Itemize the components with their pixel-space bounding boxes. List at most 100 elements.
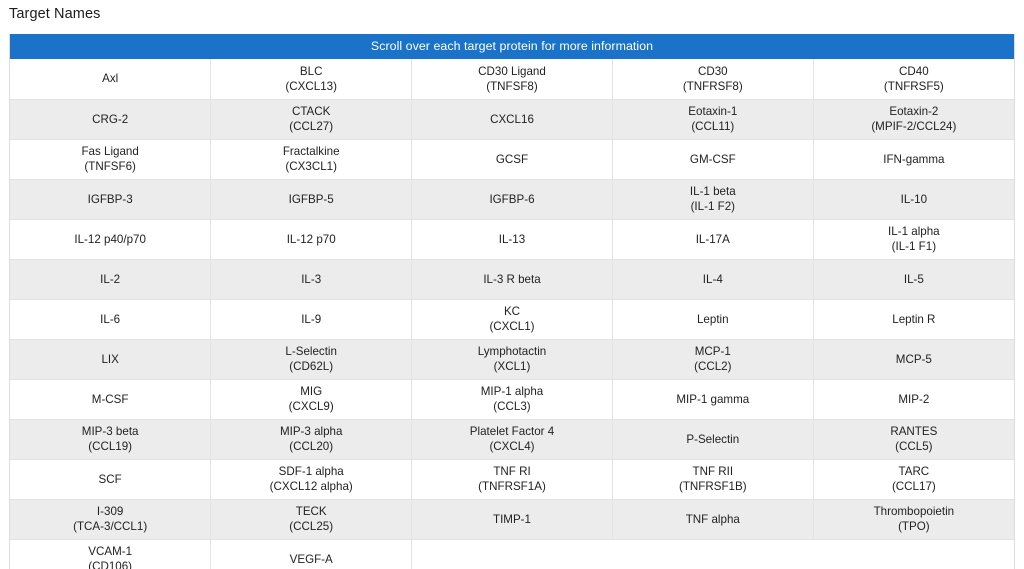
target-cell[interactable]: CD30 (TNFRSF8) [611, 59, 814, 100]
target-cell[interactable]: CXCL16 [411, 98, 613, 140]
target-protein-name: BLC [299, 64, 323, 78]
target-cell[interactable]: MIP-3 beta (CCL19) [10, 418, 212, 460]
target-cell[interactable]: MIP-1 alpha (CCL3) [411, 378, 613, 420]
target-cell[interactable]: Lymphotactin (XCL1) [411, 338, 613, 380]
target-protein-name: CD30 [697, 64, 728, 78]
target-cell[interactable]: MIP-3 alpha (CCL20) [210, 418, 413, 460]
target-protein-name: IL-5 [903, 272, 924, 286]
target-protein-alias: (TNFSF6) [84, 160, 136, 173]
target-cell[interactable]: Fractalkine (CX3CL1) [210, 138, 413, 180]
table-row: M-CSF MIG (CXCL9) MIP-1 alpha (CCL3) MIP-1 ga… [10, 378, 1014, 420]
target-protein-alias: (TNFRSF1A) [478, 480, 546, 493]
target-cell[interactable]: Platelet Factor 4 (CXCL4) [411, 418, 613, 460]
target-protein-alias: (CCL5) [895, 440, 933, 453]
target-cell[interactable]: IL-9 [210, 298, 413, 340]
target-protein-name: TNF RII [692, 465, 734, 478]
target-cell[interactable]: CD30 Ligand (TNFSF8) [411, 59, 613, 100]
target-cell[interactable]: L-Selectin (CD62L) [210, 338, 413, 380]
target-protein-name: IGFBP-6 [489, 192, 535, 206]
target-cell[interactable]: IFN-gamma [812, 138, 1014, 180]
target-cell[interactable]: IL-13 [411, 218, 613, 260]
target-protein-alias: (TNFRSF8) [682, 79, 743, 93]
target-cell[interactable]: Fas Ligand (TNFSF6) [10, 138, 212, 180]
target-cell[interactable]: Leptin R [812, 298, 1014, 340]
target-cell[interactable]: IL-1 beta (IL-1 F2) [611, 178, 814, 220]
target-cell[interactable]: SDF-1 alpha (CXCL12 alpha) [210, 458, 413, 500]
target-cell[interactable]: TNF RI (TNFRSF1A) [411, 458, 613, 500]
target-cell[interactable]: MIG (CXCL9) [210, 378, 413, 420]
target-protein-alias: (CCL20) [289, 440, 334, 453]
target-protein-name: IL-13 [498, 232, 526, 246]
table-row: CRG-2 CTACK (CCL27) CXCL16 Eotaxin-1 (CCL11) E… [10, 98, 1014, 140]
target-cell[interactable]: Eotaxin-2 (MPIF-2/CCL24) [812, 98, 1014, 140]
target-cell[interactable]: SCF [10, 458, 212, 500]
target-protein-alias: (IL-1 F2) [690, 200, 736, 213]
target-cell[interactable]: GCSF [411, 138, 613, 180]
target-cell[interactable]: CD40 (TNFRSF5) [812, 59, 1014, 100]
target-cell[interactable]: IGFBP-5 [210, 178, 413, 220]
target-protein-name: MIP-1 gamma [676, 392, 750, 406]
target-protein-alias: (CCL2) [694, 360, 732, 373]
target-protein-name: VCAM-1 [88, 545, 133, 559]
target-cell[interactable]: Eotaxin-1 (CCL11) [611, 98, 814, 140]
target-cell[interactable]: IL-1 alpha (IL-1 F1) [812, 218, 1014, 260]
target-cell[interactable]: TNF RII (TNFRSF1B) [611, 458, 814, 500]
target-cell[interactable]: IL-10 [812, 178, 1014, 220]
target-protein-name: Axl [102, 72, 119, 86]
target-cell[interactable]: LIX [10, 338, 212, 380]
target-cell[interactable]: GM-CSF [611, 138, 814, 180]
target-cell[interactable]: IGFBP-3 [10, 178, 212, 220]
target-protein-name: MIP-3 beta [81, 425, 139, 438]
target-protein-name: M-CSF [91, 392, 129, 406]
target-cell[interactable]: IL-12 p40/p70 [10, 218, 212, 260]
target-cell[interactable]: KC (CXCL1) [411, 298, 613, 340]
target-cell[interactable]: CTACK (CCL27) [210, 98, 413, 140]
target-cell[interactable]: MCP-1 (CCL2) [611, 338, 814, 380]
target-cell[interactable]: MIP-2 [812, 378, 1014, 420]
target-cell[interactable]: IL-3 [210, 258, 413, 300]
target-cell[interactable]: MIP-1 gamma [611, 378, 814, 420]
target-cell[interactable]: VCAM-1 (CD106) [10, 538, 212, 569]
target-protein-name: IL-9 [301, 312, 322, 326]
target-protein-alias: (CCL3) [493, 400, 531, 413]
target-protein-name: CD30 Ligand [478, 64, 546, 78]
target-cell[interactable]: IL-4 [611, 258, 814, 300]
target-cell[interactable]: IL-3 R beta [411, 258, 613, 300]
target-cell[interactable]: Axl [10, 59, 212, 100]
target-cell[interactable]: I-309 (TCA-3/CCL1) [10, 498, 212, 540]
target-cell[interactable]: TARC (CCL17) [812, 458, 1014, 500]
target-protein-name: I-309 [96, 505, 124, 518]
table-row: Fas Ligand (TNFSF6) Fractalkine (CX3CL1) GCS… [10, 138, 1014, 180]
target-protein-alias: (CD106) [88, 560, 133, 569]
target-cell[interactable]: MCP-5 [812, 338, 1014, 380]
target-cell[interactable]: TNF alpha [611, 498, 814, 540]
target-protein-alias: (CXCL9) [288, 400, 334, 413]
target-cell[interactable]: TECK (CCL25) [210, 498, 413, 540]
target-protein-name: IL-3 [301, 272, 322, 286]
target-cell[interactable]: Thrombopoietin (TPO) [812, 498, 1014, 540]
target-cell[interactable]: IL-12 p70 [210, 218, 413, 260]
table-banner: Scroll over each target protein for more… [10, 34, 1014, 59]
target-cell[interactable]: IGFBP-6 [411, 178, 613, 220]
target-protein-name: IFN-gamma [883, 152, 945, 166]
target-cell[interactable]: IL-5 [812, 258, 1014, 300]
target-protein-alias: (CCL11) [691, 120, 735, 133]
target-protein-alias: (TNFRSF5) [883, 79, 944, 93]
table-row: I-309 (TCA-3/CCL1) TECK (CCL25) TIMP-1 TNF al… [10, 498, 1014, 540]
target-protein-name: IL-1 alpha [888, 225, 940, 238]
target-cell-empty [813, 539, 1014, 569]
target-cell[interactable]: IL-2 [10, 258, 212, 300]
target-cell[interactable]: RANTES (CCL5) [812, 418, 1014, 460]
target-cell[interactable]: IL-17A [611, 218, 814, 260]
target-cell[interactable]: BLC (CXCL13) [210, 59, 413, 100]
target-protein-alias: (TCA-3/CCL1) [73, 520, 148, 533]
target-protein-alias: (IL-1 F1) [891, 240, 937, 253]
target-cell[interactable]: VEGF-A [210, 538, 413, 569]
target-cell[interactable]: IL-6 [10, 298, 212, 340]
target-cell[interactable]: M-CSF [10, 378, 212, 420]
target-cell[interactable]: Leptin [611, 298, 814, 340]
target-protein-name: IL-12 p40/p70 [74, 232, 146, 246]
target-cell[interactable]: TIMP-1 [411, 498, 613, 540]
target-cell[interactable]: CRG-2 [10, 98, 212, 140]
target-cell[interactable]: P-Selectin [611, 418, 814, 460]
